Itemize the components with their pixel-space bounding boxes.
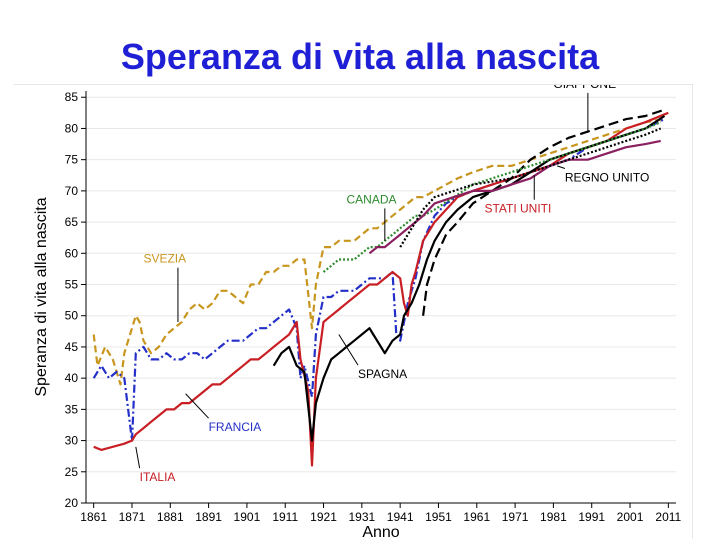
annotation-leader-italia [135, 446, 141, 469]
series-line-stati-uniti [368, 139, 661, 255]
grid-lines [86, 96, 676, 504]
annotation-label-svezia: SVEZIA [143, 252, 186, 266]
y-tick-label: 20 [65, 496, 79, 510]
annotation-label-giappone: GIAPPONE [553, 85, 616, 91]
y-tick-label: 85 [65, 90, 79, 104]
x-tick-label: 2011 [655, 510, 681, 524]
annotation-label-francia: FRANCIA [209, 420, 262, 434]
series-line-canada [322, 121, 662, 273]
annotation-leader-spagna [338, 334, 359, 366]
x-tick-label: 1991 [578, 510, 605, 524]
y-tick-label: 50 [65, 309, 79, 323]
x-axis-label: Anno [362, 524, 399, 539]
annotations: GIAPPONE CANADA SVEZIA FRANCIA ITALIA SPAGNA R… [135, 85, 649, 484]
life-expectancy-chart: 20 25 30 35 40 45 50 55 60 65 70 75 80 85 1861 1871 1881… [33, 85, 682, 539]
annotation-leader-francia [185, 393, 209, 419]
axes: 20 25 30 35 40 45 50 55 60 65 70 75 80 85 1861 1871 1881… [65, 90, 682, 524]
annotation-label-canada: CANADA [347, 192, 397, 206]
x-tick-label: 1931 [348, 510, 375, 524]
series-line-spagna [272, 115, 666, 442]
x-tick-label: 1961 [463, 510, 490, 524]
x-tick-label: 1951 [425, 510, 452, 524]
y-axis-label: Speranza di vita alla nascita [33, 197, 50, 396]
x-tick-label: 1921 [310, 510, 337, 524]
x-tick-label: 1911 [272, 510, 298, 524]
y-tick-label: 55 [65, 278, 79, 292]
y-tick-label: 35 [65, 402, 79, 416]
x-tick-label: 1981 [540, 510, 567, 524]
slide-title: Speranza di vita alla nascita [120, 36, 600, 77]
chart-frame: 20 25 30 35 40 45 50 55 60 65 70 75 80 85 1861 1871 1881… [14, 84, 693, 539]
x-tick-label: 1971 [502, 510, 529, 524]
y-tick-label: 45 [65, 340, 79, 354]
series-lines [92, 108, 669, 467]
x-tick-label: 1871 [119, 510, 146, 524]
x-tick-label: 1891 [195, 510, 222, 524]
annotation-leader-regno-unito [557, 165, 566, 169]
annotation-label-spagna: SPAGNA [358, 367, 407, 381]
y-tick-label: 40 [65, 371, 79, 385]
y-tick-label: 70 [65, 184, 79, 198]
series-line-regno-unito [399, 127, 662, 248]
y-tick-label: 65 [65, 215, 79, 229]
y-tick-label: 60 [65, 246, 79, 260]
y-tick-label: 80 [65, 121, 79, 135]
y-tick-label: 75 [65, 153, 79, 167]
x-tick-label: 1901 [234, 510, 261, 524]
x-tick-label: 2001 [617, 510, 644, 524]
y-tick-label: 30 [65, 434, 79, 448]
annotation-label-regno-unito: REGNO UNITO [565, 171, 649, 185]
annotation-label-stati-uniti: STATI UNITI [484, 202, 551, 216]
series-line-svezia [92, 118, 665, 386]
annotation-label-italia: ITALIA [140, 470, 176, 484]
x-tick-label: 1861 [80, 510, 107, 524]
y-tick-label: 25 [65, 465, 79, 479]
x-tick-label: 1941 [387, 510, 414, 524]
x-tick-label: 1881 [157, 510, 184, 524]
